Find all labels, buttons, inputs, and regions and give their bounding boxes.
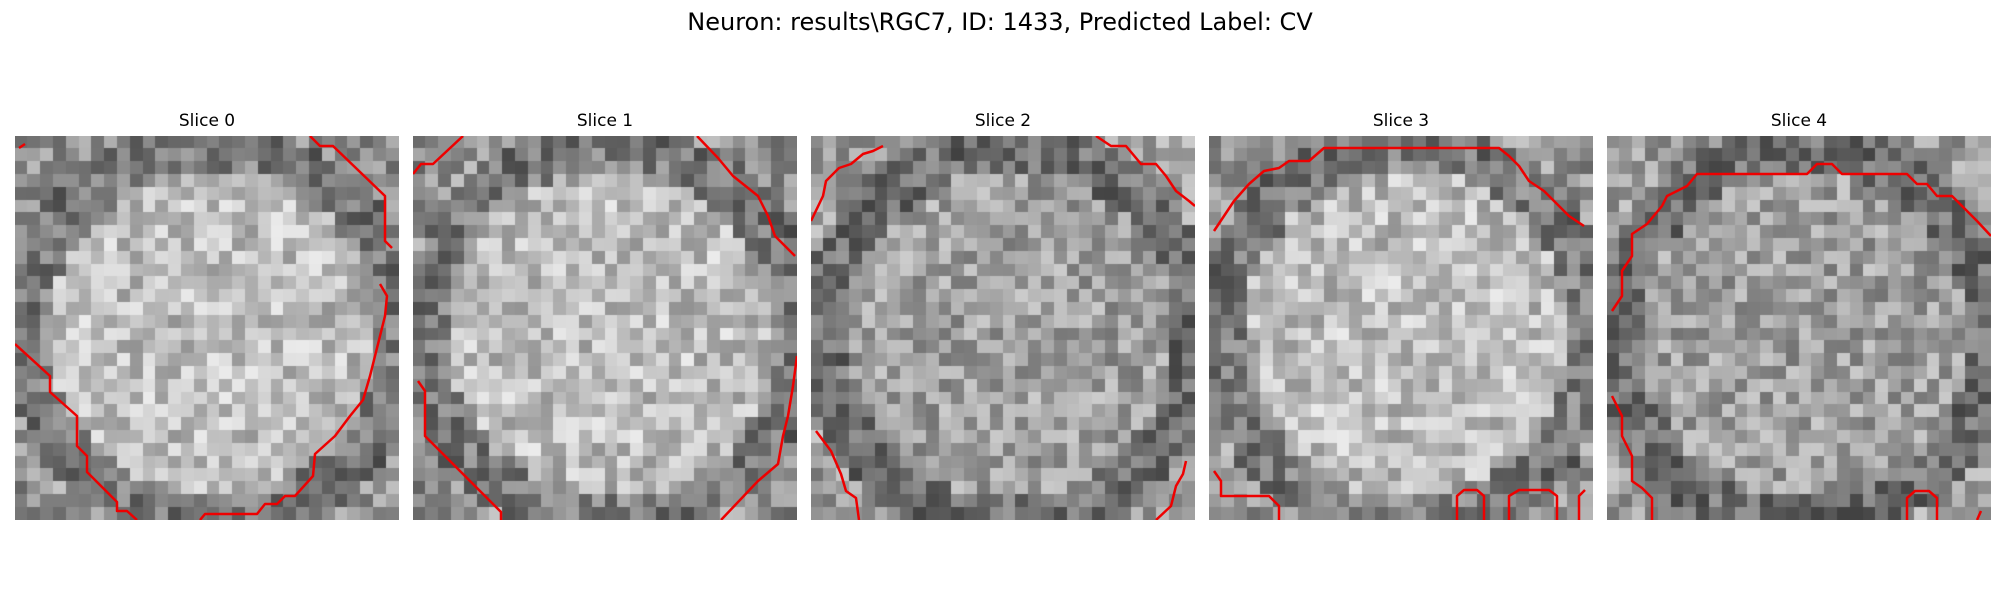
slice-image-4 bbox=[1607, 136, 1991, 520]
slice-contour-1 bbox=[413, 136, 797, 520]
slice-contour-2 bbox=[811, 136, 1195, 520]
slice-image-1 bbox=[413, 136, 797, 520]
slice-title-1: Slice 1 bbox=[576, 111, 634, 131]
slice-panel-0: Slice 0 bbox=[15, 110, 399, 520]
slice-title-3: Slice 3 bbox=[1372, 111, 1430, 131]
slice-title-0: Slice 0 bbox=[178, 111, 236, 131]
slice-image-3 bbox=[1209, 136, 1593, 520]
slice-image-2 bbox=[811, 136, 1195, 520]
slice-title-2: Slice 2 bbox=[974, 111, 1032, 131]
slice-contour-4 bbox=[1610, 162, 1991, 520]
slice-panel-1: Slice 1 bbox=[413, 110, 797, 520]
slice-panel-4: Slice 4 bbox=[1607, 110, 1991, 520]
slice-title-4: Slice 4 bbox=[1770, 111, 1828, 131]
slice-contour-3 bbox=[1212, 146, 1586, 520]
slice-panel-2: Slice 2 bbox=[811, 110, 1195, 520]
slice-contour-0 bbox=[15, 136, 393, 520]
slice-image-0 bbox=[15, 136, 399, 520]
slice-panel-3: Slice 3 bbox=[1209, 110, 1593, 520]
figure-title: Neuron: results\RGC7, ID: 1433, Predicte… bbox=[687, 8, 1313, 36]
